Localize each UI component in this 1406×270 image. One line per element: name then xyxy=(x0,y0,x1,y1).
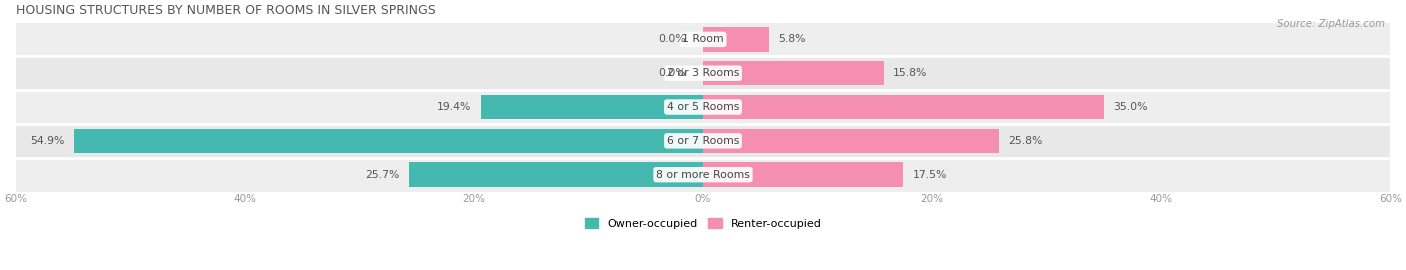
Text: 6 or 7 Rooms: 6 or 7 Rooms xyxy=(666,136,740,146)
Bar xyxy=(15,56,1391,90)
Legend: Owner-occupied, Renter-occupied: Owner-occupied, Renter-occupied xyxy=(581,214,825,233)
Text: 1 Room: 1 Room xyxy=(682,34,724,44)
Text: 0.0%: 0.0% xyxy=(658,34,686,44)
Text: 25.7%: 25.7% xyxy=(366,170,399,180)
Text: Source: ZipAtlas.com: Source: ZipAtlas.com xyxy=(1277,19,1385,29)
Bar xyxy=(15,124,1391,158)
Bar xyxy=(703,163,904,187)
Bar xyxy=(703,61,884,85)
Text: 8 or more Rooms: 8 or more Rooms xyxy=(657,170,749,180)
Bar xyxy=(703,95,1104,119)
Bar xyxy=(703,129,998,153)
Text: 17.5%: 17.5% xyxy=(912,170,948,180)
Bar xyxy=(75,129,703,153)
Bar xyxy=(481,95,703,119)
Text: 5.8%: 5.8% xyxy=(779,34,806,44)
Bar xyxy=(15,158,1391,192)
Text: 15.8%: 15.8% xyxy=(893,68,928,78)
Text: 19.4%: 19.4% xyxy=(437,102,471,112)
Text: 2 or 3 Rooms: 2 or 3 Rooms xyxy=(666,68,740,78)
Bar xyxy=(15,90,1391,124)
Bar xyxy=(15,22,1391,56)
Text: 35.0%: 35.0% xyxy=(1114,102,1147,112)
Text: 0.0%: 0.0% xyxy=(658,68,686,78)
Text: 4 or 5 Rooms: 4 or 5 Rooms xyxy=(666,102,740,112)
Bar xyxy=(409,163,703,187)
Text: 25.8%: 25.8% xyxy=(1008,136,1042,146)
Bar xyxy=(703,27,769,52)
Text: HOUSING STRUCTURES BY NUMBER OF ROOMS IN SILVER SPRINGS: HOUSING STRUCTURES BY NUMBER OF ROOMS IN… xyxy=(15,4,436,17)
Text: 54.9%: 54.9% xyxy=(31,136,65,146)
